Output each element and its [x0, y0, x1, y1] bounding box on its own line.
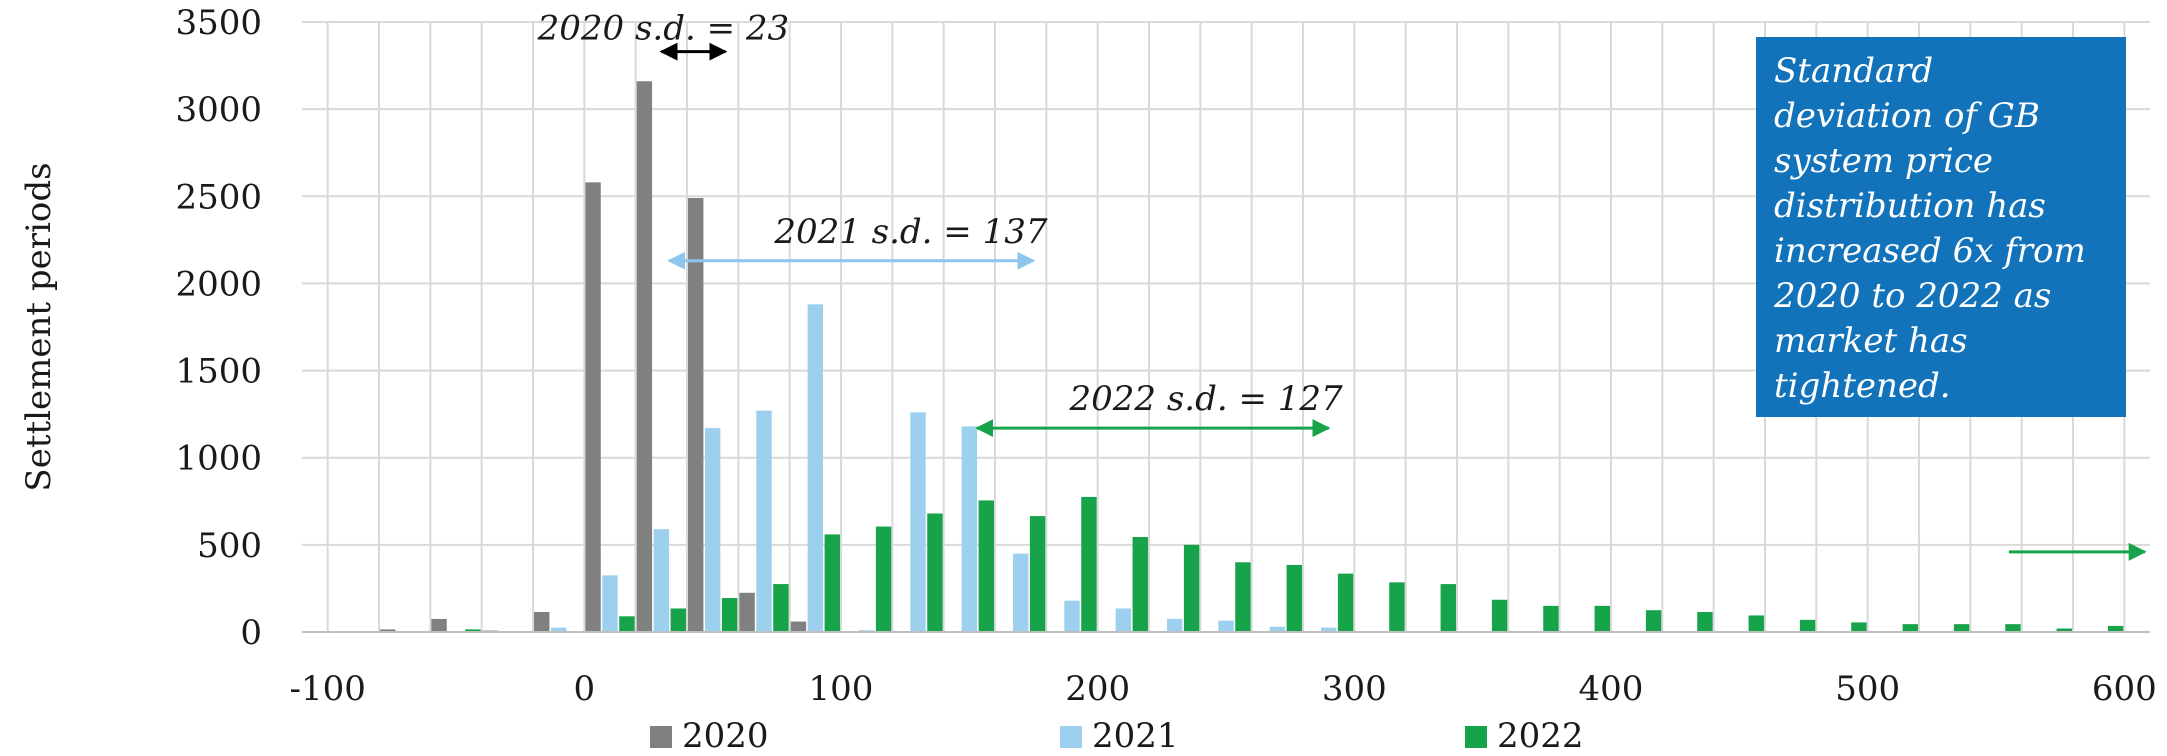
- bar-2022: [1441, 584, 1456, 632]
- bar-2020: [637, 81, 652, 632]
- info-callout-line: market has: [1774, 319, 2110, 364]
- bar-2021: [756, 411, 771, 632]
- info-callout-line: distribution has: [1774, 184, 2110, 229]
- bar-2022: [722, 598, 737, 632]
- bar-2020: [739, 593, 754, 632]
- bar-2022: [619, 616, 634, 632]
- bar-2021: [654, 529, 669, 632]
- bar-2020: [688, 198, 703, 632]
- bar-2022: [1184, 545, 1199, 632]
- bar-2021: [602, 575, 617, 632]
- bar-2022: [927, 513, 942, 632]
- bar-2021: [1116, 608, 1131, 632]
- bar-2022: [773, 584, 788, 632]
- x-tick-label: 100: [809, 669, 874, 709]
- legend-label-2022: 2022: [1497, 716, 1584, 752]
- bar-2022: [1749, 615, 1764, 632]
- info-callout-line: system price: [1774, 139, 2110, 184]
- bar-2020: [534, 612, 549, 632]
- info-callout-line: deviation of GB: [1774, 94, 2110, 139]
- legend: 2020 2021 2022: [650, 716, 1584, 752]
- bar-2021: [1064, 601, 1079, 632]
- x-tick-label: 200: [1065, 669, 1130, 709]
- bar-2022: [825, 534, 840, 632]
- bar-2020: [585, 182, 600, 632]
- bar-2020: [791, 622, 806, 632]
- y-axis-title: Settlement periods: [19, 162, 59, 491]
- bar-2021: [1167, 619, 1182, 632]
- bar-2021: [910, 412, 925, 632]
- bar-2022: [1235, 562, 1250, 632]
- bar-2022: [1389, 582, 1404, 632]
- x-tick-label: 500: [1835, 669, 1900, 709]
- bar-2022: [1133, 537, 1148, 632]
- y-tick-label: 3500: [175, 3, 262, 43]
- bar-2020: [431, 619, 446, 632]
- info-callout-line: 2020 to 2022 as: [1774, 274, 2110, 319]
- legend-label-2020: 2020: [682, 716, 769, 752]
- info-callout-line: tightened.: [1774, 364, 2110, 409]
- sd-annotation-label: 2020 s.d. = 23: [537, 9, 790, 49]
- sd-annotation-label: 2021 s.d. = 137: [773, 212, 1048, 252]
- info-callout-line: Standard: [1774, 49, 2110, 94]
- y-tick-label: 1500: [175, 352, 262, 392]
- bar-2022: [1595, 606, 1610, 632]
- bar-2021: [1013, 554, 1028, 632]
- bar-2022: [1903, 624, 1918, 632]
- bar-2022: [2005, 624, 2020, 632]
- legend-swatch-2022: [1465, 726, 1487, 748]
- bar-2022: [876, 527, 891, 632]
- x-tick-label: 600: [2092, 669, 2157, 709]
- y-tick-label: 3000: [175, 90, 262, 130]
- bar-2022: [1954, 624, 1969, 632]
- bar-2021: [962, 426, 977, 632]
- bar-2022: [1851, 622, 1866, 632]
- bar-2021: [705, 428, 720, 632]
- bar-2021: [1218, 621, 1233, 632]
- bar-2022: [979, 500, 994, 632]
- bar-2022: [1081, 497, 1096, 632]
- y-tick-label: 2000: [175, 264, 262, 304]
- y-tick-label: 500: [197, 526, 262, 566]
- sd-annotation-label: 2022 s.d. = 127: [1068, 379, 1343, 419]
- y-tick-label: 1000: [175, 439, 262, 479]
- legend-swatch-2020: [650, 726, 672, 748]
- bar-2022: [1492, 600, 1507, 632]
- y-tick-label: 0: [240, 613, 262, 653]
- legend-label-2021: 2021: [1092, 716, 1179, 752]
- bar-2022: [1646, 610, 1661, 632]
- info-callout-box: Standard deviation of GB system price di…: [1756, 37, 2126, 417]
- info-callout-line: increased 6x from: [1774, 229, 2110, 274]
- bar-2022: [1030, 516, 1045, 632]
- bar-2021: [808, 304, 823, 632]
- y-tick-label: 2500: [175, 177, 262, 217]
- x-tick-label: -100: [289, 669, 365, 709]
- legend-swatch-2021: [1060, 726, 1082, 748]
- bar-2022: [1287, 565, 1302, 632]
- bar-2022: [1543, 606, 1558, 632]
- x-tick-label: 0: [574, 669, 596, 709]
- bar-2022: [1697, 612, 1712, 632]
- bar-2022: [671, 608, 686, 632]
- bar-2022: [1800, 620, 1815, 632]
- x-tick-label: 400: [1579, 669, 1644, 709]
- bar-2022: [1338, 574, 1353, 632]
- x-tick-label: 300: [1322, 669, 1387, 709]
